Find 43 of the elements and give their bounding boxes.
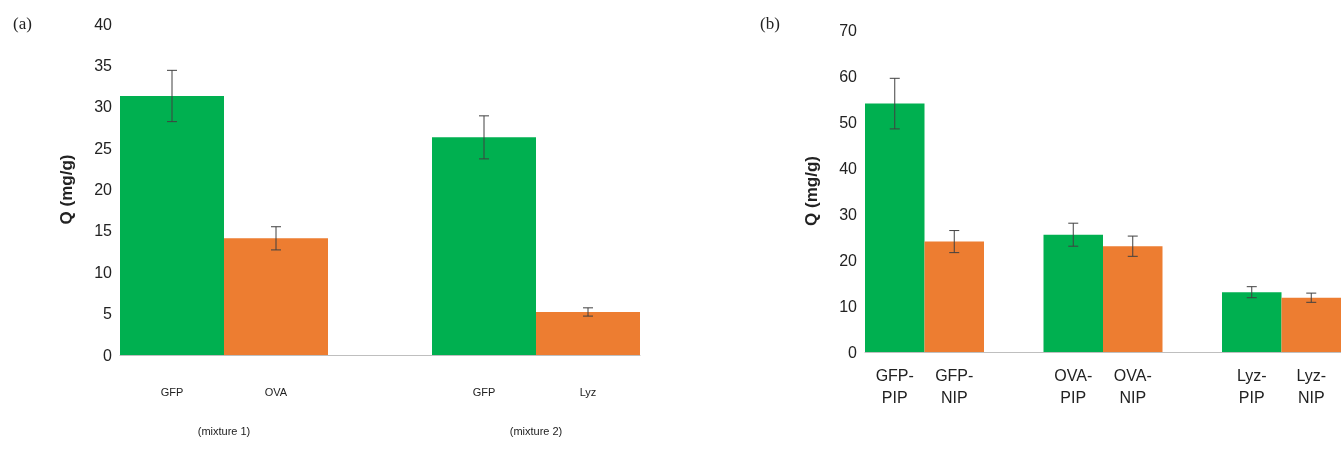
bar bbox=[1222, 292, 1282, 352]
bar bbox=[120, 95, 224, 355]
y-tick-label: 20 bbox=[94, 181, 113, 198]
y-axis-title: Q (mg/g) bbox=[57, 154, 76, 225]
text: (mixture 2) bbox=[509, 424, 563, 437]
y-tick-label: 70 bbox=[839, 21, 858, 39]
x-tick-label: GFP bbox=[472, 386, 496, 398]
y-tick-label: 0 bbox=[848, 343, 858, 361]
bar bbox=[432, 137, 536, 355]
bar bbox=[536, 311, 640, 355]
y-tick-label: 30 bbox=[839, 205, 858, 223]
y-tick-label: 10 bbox=[839, 297, 858, 315]
y-tick-label: 5 bbox=[103, 305, 113, 323]
y-tick-label: 15 bbox=[94, 222, 113, 240]
x-tick-label: Lyz bbox=[579, 386, 597, 398]
y-tick-label: 40 bbox=[94, 15, 113, 33]
y-tick-label: 0 bbox=[103, 346, 113, 364]
bar bbox=[1043, 234, 1103, 352]
x-tick-label: GFP-PIP bbox=[875, 366, 914, 406]
y-tick-label: 20 bbox=[839, 251, 858, 269]
bar bbox=[865, 103, 925, 352]
x-tick-label: GFP-NIP bbox=[935, 366, 974, 406]
y-tick-label: 60 bbox=[839, 67, 858, 85]
x-tick-label: Lyz-NIP bbox=[1296, 366, 1327, 406]
bar bbox=[1103, 246, 1163, 352]
x-tick-label: OVA-NIP bbox=[1113, 366, 1152, 406]
x-tick-label: Lyz-PIP bbox=[1236, 366, 1267, 406]
x-tick-label: OVA bbox=[264, 386, 288, 398]
chart-title: (b) bbox=[760, 14, 780, 33]
x-tick-label: GFP bbox=[160, 386, 184, 398]
bar bbox=[924, 241, 984, 352]
y-tick-label: 10 bbox=[94, 263, 113, 281]
y-tick-label: 35 bbox=[94, 56, 113, 74]
chart-title: (a) bbox=[13, 14, 32, 33]
bar bbox=[224, 238, 328, 355]
y-tick-label: 50 bbox=[839, 113, 858, 131]
y-axis-title: Q (mg/g) bbox=[802, 156, 821, 226]
bar bbox=[1281, 297, 1341, 352]
y-tick-label: 40 bbox=[839, 159, 858, 177]
text: (mixture 1) bbox=[197, 424, 251, 437]
y-tick-label: 30 bbox=[94, 98, 113, 116]
x-tick-label: OVA-PIP bbox=[1054, 366, 1093, 406]
y-tick-label: 25 bbox=[94, 139, 113, 157]
